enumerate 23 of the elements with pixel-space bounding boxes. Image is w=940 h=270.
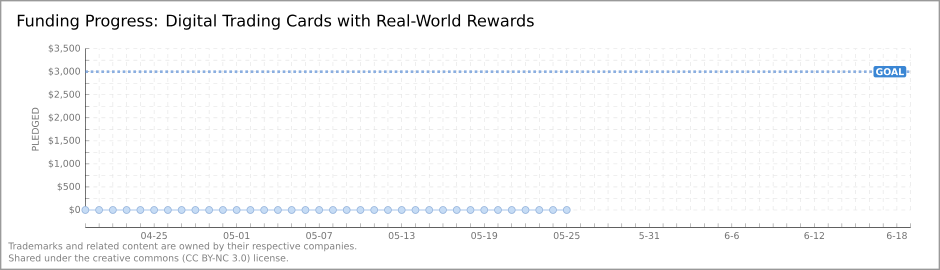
text: Trademarks and related content are owned by their respective companies. bbox=[8, 242, 356, 252]
x-tick-label: 5-31 bbox=[639, 232, 660, 240]
y-tick-label: $2,500 bbox=[48, 90, 80, 99]
y-axis-title: PLEDGED bbox=[32, 108, 39, 151]
y-tick-label: $1,000 bbox=[48, 160, 80, 168]
x-tick-label: 05-01 bbox=[224, 232, 250, 240]
x-tick-label: 05-13 bbox=[388, 232, 415, 240]
x-tick-label: 05-25 bbox=[554, 232, 580, 240]
y-tick-label: $1,500 bbox=[48, 136, 80, 146]
y-tick-label: $500 bbox=[58, 182, 80, 192]
ref-line-label: GOAL bbox=[876, 68, 904, 76]
y-tick-label: $3,000 bbox=[48, 67, 80, 76]
y-tick-label: $0 bbox=[70, 206, 80, 214]
x-tick-label: 6-12 bbox=[804, 232, 824, 240]
x-tick-label: 05-07 bbox=[306, 232, 332, 240]
x-tick-label: 6-18 bbox=[886, 232, 907, 240]
x-tick-label: 05-19 bbox=[471, 232, 498, 240]
y-tick-label: $2,000 bbox=[48, 114, 80, 122]
x-tick-label: 6-6 bbox=[724, 232, 739, 240]
chart-title: Funding Progress: Digital Trading Cards with Real-World Rewards bbox=[18, 14, 534, 30]
x-tick-label: 04-25 bbox=[141, 232, 167, 240]
y-tick-label: $3,500 bbox=[48, 44, 80, 53]
text: Shared under the creative commons (CC BY-NC 3.0) license. bbox=[8, 254, 288, 263]
